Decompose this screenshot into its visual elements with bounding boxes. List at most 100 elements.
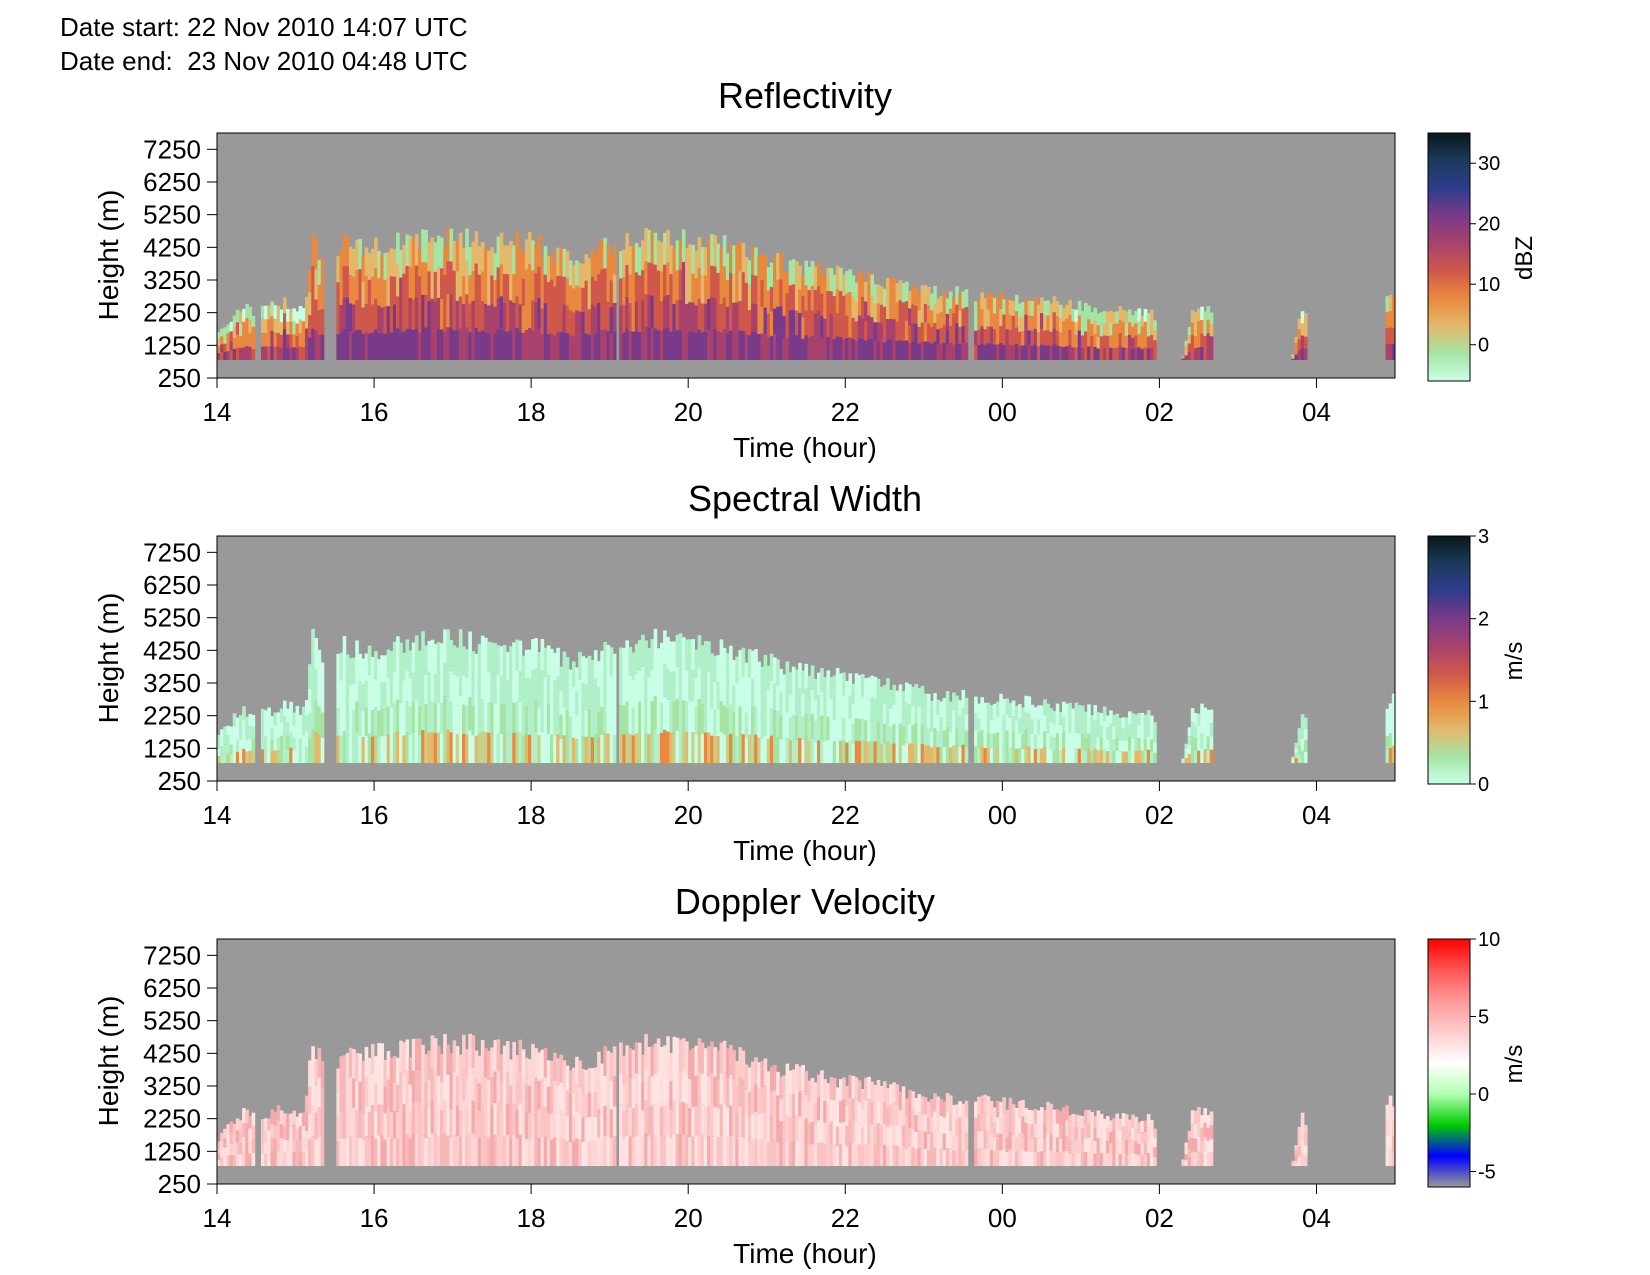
echo-cell <box>820 691 824 716</box>
echo-cell <box>584 333 589 361</box>
echo-cell <box>370 683 375 711</box>
echo-cell <box>279 322 284 335</box>
echo-cell <box>603 1136 608 1167</box>
echo-cell <box>531 300 535 331</box>
echo-cell <box>851 275 856 297</box>
echo-cell <box>506 1134 510 1167</box>
echo-cell <box>1153 752 1157 764</box>
echo-cell <box>653 328 658 361</box>
echo-cell <box>248 333 253 347</box>
reflectivity-chart: Reflectivity 725062505250425032502250125… <box>93 75 1538 463</box>
echo-cell <box>524 1111 529 1139</box>
echo-cell <box>785 712 790 738</box>
echo-cell <box>732 685 736 712</box>
echo-cell <box>471 1133 476 1167</box>
echo-cell <box>901 1126 906 1147</box>
echo-cell <box>1127 1154 1132 1167</box>
echo-cell <box>1033 749 1038 764</box>
echo-cell <box>361 281 366 308</box>
echo-cell <box>1024 746 1028 764</box>
echo-cell <box>1291 1161 1295 1164</box>
echo-cell <box>939 1132 944 1150</box>
echo-cell <box>487 672 491 703</box>
echo-cell <box>713 266 717 298</box>
echo-cell <box>832 1100 837 1123</box>
echo-cell <box>845 1105 849 1127</box>
echo-cell <box>584 658 589 685</box>
echo-cell <box>1112 726 1116 739</box>
echo-cell <box>521 278 526 306</box>
echo-cell <box>873 676 878 699</box>
echo-cell <box>279 708 284 723</box>
echo-cell <box>886 298 890 320</box>
echo-cell <box>462 733 466 764</box>
echo-cell <box>559 247 564 276</box>
echo-cell <box>650 639 655 671</box>
echo-cell <box>838 673 843 696</box>
echo-cell <box>1385 708 1390 723</box>
echo-cell <box>688 273 692 303</box>
echo-cell <box>1033 1123 1038 1138</box>
echo-cell <box>672 1133 677 1167</box>
echo-cell <box>462 646 466 676</box>
echo-cell <box>1109 736 1113 750</box>
y-tick-label: 6250 <box>143 973 201 1003</box>
echo-cell <box>298 305 303 320</box>
echo-cell <box>273 712 278 726</box>
echo-cell <box>826 336 831 361</box>
echo-cell <box>1190 735 1195 750</box>
echo-cell <box>571 1092 576 1117</box>
echo-cell <box>1008 300 1013 316</box>
echo-cell <box>983 344 988 361</box>
echo-cell <box>879 1085 884 1106</box>
echo-cell <box>232 348 237 361</box>
echo-cell <box>414 234 419 266</box>
echo-cell <box>449 639 454 671</box>
echo-cell <box>1036 1152 1041 1167</box>
echo-cell <box>411 268 416 300</box>
echo-cell <box>1084 1110 1088 1125</box>
echo-cell <box>452 1040 457 1072</box>
echo-cell <box>556 247 560 276</box>
echo-cell <box>992 733 997 749</box>
echo-cell <box>1102 311 1107 324</box>
echo-cell <box>512 732 516 764</box>
echo-cell <box>650 1106 655 1137</box>
echo-cell <box>480 1103 485 1135</box>
echo-cell <box>1197 738 1201 751</box>
echo-cell <box>886 720 890 742</box>
echo-cell <box>1146 749 1151 764</box>
echo-cell <box>396 1138 400 1167</box>
echo-cell <box>1102 1142 1107 1155</box>
echo-cell <box>597 302 601 332</box>
echo-cell <box>292 1138 297 1153</box>
echo-cell <box>707 732 711 764</box>
echo-cell <box>637 1042 642 1074</box>
echo-cell <box>1065 718 1069 734</box>
echo-cell <box>873 341 878 361</box>
echo-cell <box>245 728 249 740</box>
echo-cell <box>816 1120 821 1144</box>
echo-cell <box>989 326 994 344</box>
echo-cell <box>571 336 576 361</box>
echo-cell <box>556 1112 560 1140</box>
echo-cell <box>1121 728 1126 741</box>
echo-cell <box>597 737 601 764</box>
echo-cell <box>1181 358 1186 360</box>
echo-cell <box>688 1137 692 1167</box>
echo-cell <box>556 734 560 764</box>
echo-cell <box>729 243 733 273</box>
echo-cell <box>235 729 240 741</box>
echo-cell <box>1291 761 1295 764</box>
echo-cell <box>688 732 692 764</box>
echo-cell <box>339 1111 344 1139</box>
x-tick-label: 16 <box>360 397 389 427</box>
echo-cell <box>719 1135 724 1167</box>
echo-cell <box>697 1038 702 1071</box>
echo-cell <box>304 731 309 748</box>
echo-cell <box>653 1074 658 1105</box>
echo-cell <box>864 1121 868 1144</box>
echo-cell <box>895 321 900 341</box>
echo-cell <box>678 239 683 270</box>
echo-cell <box>807 290 812 314</box>
